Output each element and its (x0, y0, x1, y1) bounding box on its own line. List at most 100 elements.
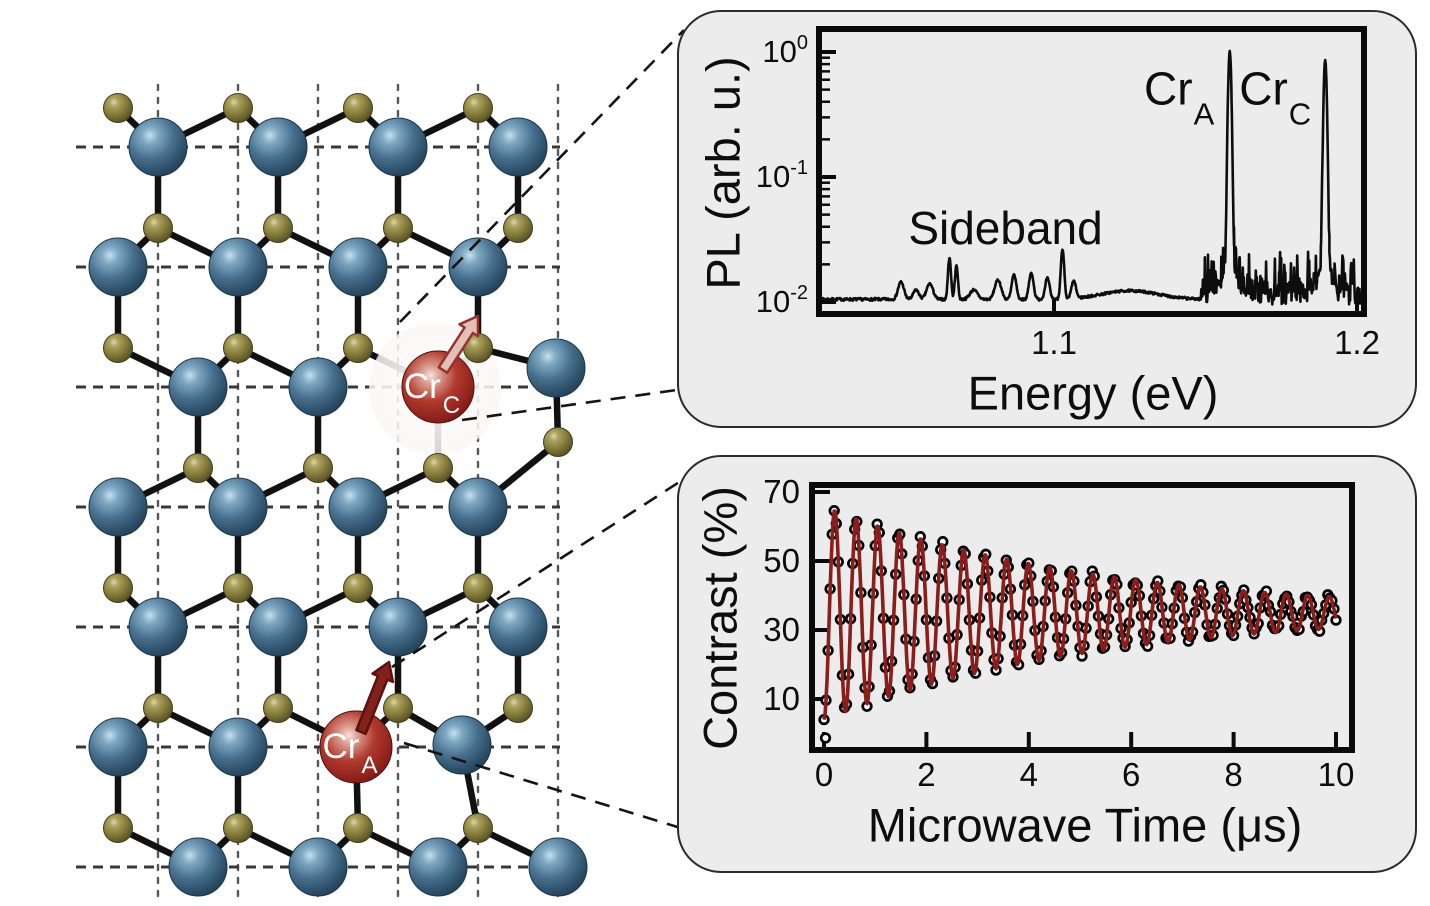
si-atom (168, 357, 228, 417)
c-atom (103, 333, 133, 363)
c-atom (183, 453, 213, 483)
spin-arrow-icon (355, 660, 395, 736)
svg-text:4: 4 (1020, 756, 1038, 793)
c-atom (303, 453, 333, 483)
c-atom (343, 573, 373, 603)
svg-text:10: 10 (763, 680, 800, 717)
si-atom (488, 117, 548, 177)
si-atom (208, 717, 268, 777)
cr-defect-c: CrC (401, 314, 480, 424)
c-atom (223, 93, 253, 123)
cr-atom (319, 710, 393, 784)
rabi-x-axis-label: Microwave Time (μs) (867, 798, 1303, 852)
svg-text:70: 70 (763, 473, 800, 510)
c-atom (223, 813, 253, 843)
callout-lines (391, 29, 685, 831)
c-atom (463, 573, 493, 603)
c-atom (263, 693, 293, 723)
plot-annotations: Sideband CrA CrC (908, 63, 1311, 255)
si-atom (328, 237, 388, 297)
lattice-atoms (88, 93, 588, 897)
si-atom (488, 597, 548, 657)
si-atom (248, 597, 308, 657)
zpl-peak-label: CrA (1144, 63, 1215, 132)
svg-text:6: 6 (1122, 756, 1140, 793)
c-atom (223, 573, 253, 603)
c-atom (143, 693, 173, 723)
rabi-plot: 10 30 50 70 0 2 4 6 8 10 (763, 473, 1355, 793)
rabi-contrast-panel: 10 30 50 70 0 2 4 6 8 10 Contrast (%) Microwave T… (677, 455, 1417, 873)
svg-text:8: 8 (1224, 756, 1242, 793)
c-atom (343, 93, 373, 123)
c-atom (263, 213, 293, 243)
si-atom (88, 237, 148, 297)
si-atom (208, 477, 268, 537)
c-atom (383, 693, 413, 723)
si-atom (168, 837, 228, 897)
callout-line (391, 477, 685, 669)
rabi-y-axis-label: Contrast (%) (693, 486, 747, 750)
sideband-annotation: Sideband (908, 202, 1102, 254)
si-atom (368, 597, 428, 657)
si-atom (208, 237, 268, 297)
tick-labels: 100 10-1 10-2 1.1 1.2 (756, 32, 1380, 361)
svg-text:0: 0 (815, 756, 833, 793)
c-atom (543, 427, 573, 457)
si-atom (526, 338, 586, 398)
si-atom (248, 117, 308, 177)
pl-y-axis-label: PL (arb. u.) (696, 56, 750, 290)
pl-spectrum-curve (821, 49, 1363, 306)
c-atom (463, 93, 493, 123)
rabi-fit-curve (822, 509, 1338, 721)
tick-labels: 10 30 50 70 0 2 4 6 8 10 (763, 473, 1354, 793)
si-atom (432, 715, 492, 775)
c-atom (503, 693, 533, 723)
pl-spectrum-panel: 100 10-1 10-2 1.1 1.2 Sideband CrA CrC PL (arb.… (677, 10, 1417, 428)
spin-arrow-icon (437, 314, 480, 374)
plot-frame (816, 26, 1367, 317)
c-atom (223, 333, 253, 363)
data-point (819, 732, 832, 744)
si-atom (448, 477, 508, 537)
c-atom (103, 573, 133, 603)
svg-text:50: 50 (763, 542, 800, 579)
svg-text:30: 30 (763, 611, 800, 648)
c-atom (343, 333, 373, 363)
c-atom (463, 813, 493, 843)
svg-text:1.2: 1.2 (1334, 324, 1380, 361)
cr-defect-a: CrA (319, 660, 395, 784)
svg-text:10-2: 10-2 (756, 282, 808, 319)
pl-x-axis-label: Energy (eV) (967, 366, 1219, 420)
pl-spectrum-plot: 100 10-1 10-2 1.1 1.2 Sideband CrA CrC (756, 26, 1380, 361)
c-atom (103, 813, 133, 843)
si-atom (88, 717, 148, 777)
c-atom (343, 813, 373, 843)
si-atom (288, 357, 348, 417)
si-atom (448, 237, 508, 297)
c-atom (383, 213, 413, 243)
si-atom (328, 477, 388, 537)
si-atom (408, 837, 468, 897)
svg-text:10-1: 10-1 (756, 157, 808, 194)
callout-line (461, 387, 685, 422)
si-atom (368, 117, 428, 177)
plot-frame (809, 482, 1355, 753)
svg-text:10: 10 (1318, 756, 1355, 793)
c-atom (103, 93, 133, 123)
c-atom (143, 213, 173, 243)
c-atom (503, 213, 533, 243)
callout-line (399, 29, 685, 323)
si-atom (288, 837, 348, 897)
zpl-peak-label: CrC (1239, 63, 1311, 132)
cr-atom (401, 350, 475, 424)
svg-text:2: 2 (917, 756, 935, 793)
si-atom (128, 117, 188, 177)
svg-text:100: 100 (762, 32, 808, 69)
si-atom (128, 597, 188, 657)
si-atom (528, 837, 588, 897)
c-atom (423, 453, 453, 483)
si-atom (88, 477, 148, 537)
svg-text:1.1: 1.1 (1031, 324, 1077, 361)
